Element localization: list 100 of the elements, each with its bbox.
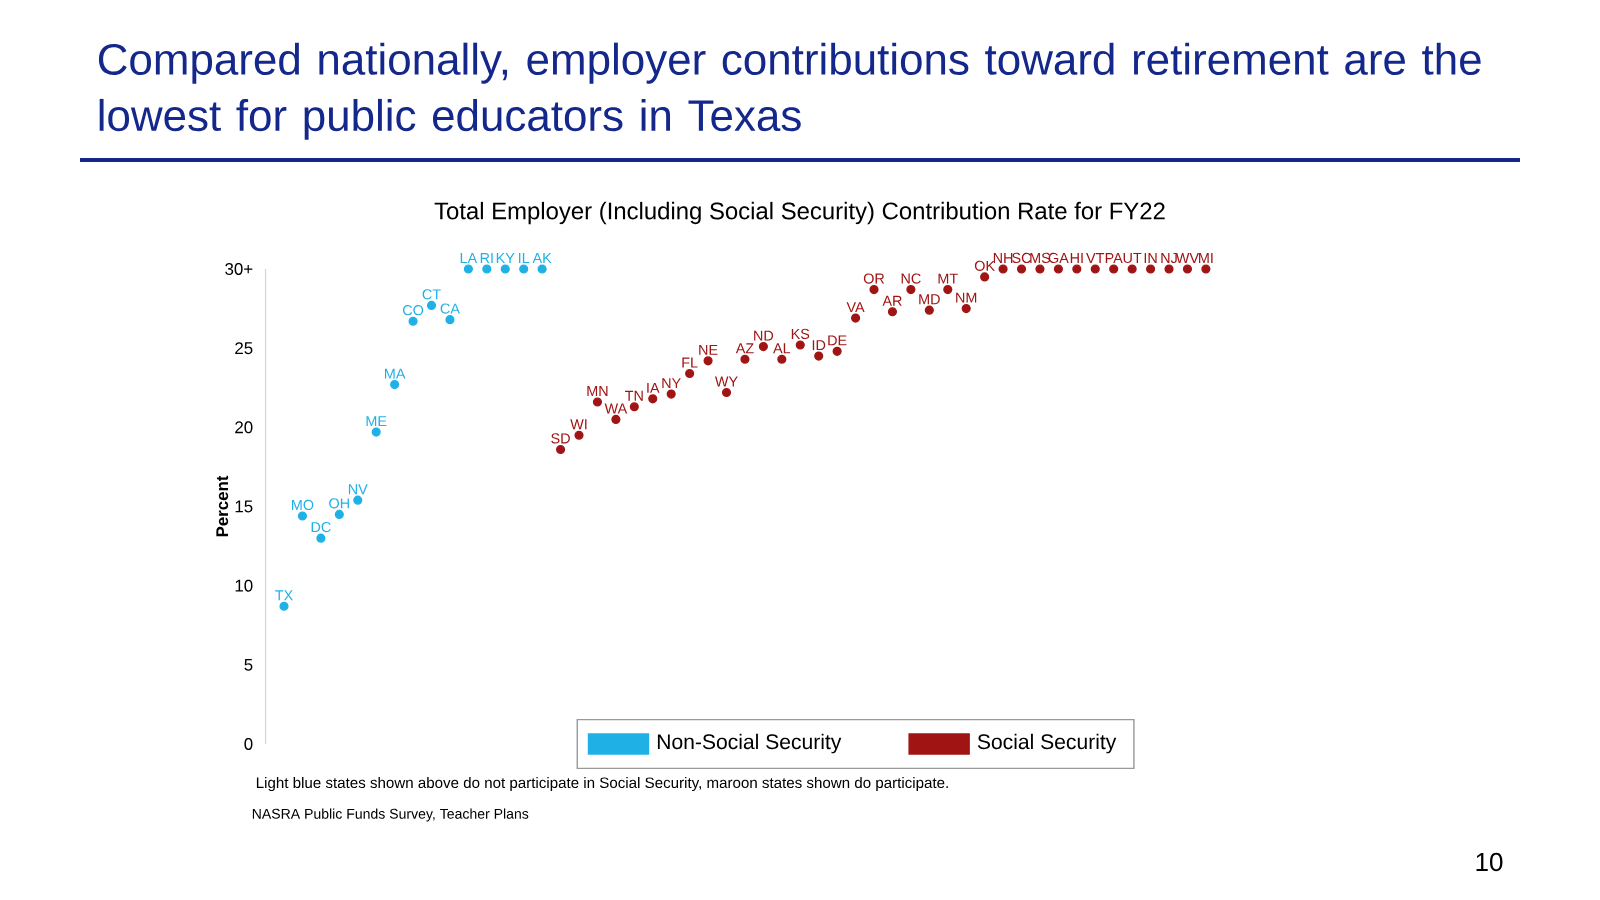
point (814, 351, 824, 361)
x-tick-label: CO (402, 305, 424, 316)
x-tick-label: MI (1199, 253, 1213, 264)
x-tick-label: NV (348, 484, 368, 495)
point (408, 316, 418, 326)
point (1035, 264, 1045, 274)
x-tick-label: LA (460, 253, 478, 264)
x-tick-label: TN (625, 390, 643, 401)
x-tick-label: NC (901, 273, 921, 284)
point (961, 304, 971, 314)
point (740, 354, 750, 364)
point (316, 533, 326, 543)
y-tick-label: 5 (244, 658, 253, 671)
x-tick-label: AR (882, 295, 902, 306)
x-tick-label: ND (754, 330, 774, 341)
x-tick-label: WY (714, 376, 738, 387)
x-tick-label: PA (1105, 253, 1123, 264)
x-tick-label: MO (292, 499, 314, 511)
point (592, 397, 603, 407)
point (703, 356, 713, 366)
legend-label: Non-Social Security (657, 733, 842, 754)
point (519, 264, 529, 274)
point (851, 313, 861, 323)
point (980, 272, 990, 282)
x-tick-label: MN (587, 386, 608, 397)
text: Light blue states shown above do not participate in Social Security, maroon states shown do participate. (256, 776, 948, 792)
y-tick-label: 20 (235, 421, 253, 434)
x-tick-label: AK (532, 253, 552, 264)
text: 10 (1476, 852, 1503, 872)
x-tick-label: CT (422, 289, 441, 300)
point (869, 285, 879, 295)
x-tick-label: DE (828, 335, 847, 346)
x-tick-label: IA (647, 382, 660, 393)
point (943, 285, 953, 295)
x-tick-label: OR (863, 273, 885, 284)
y-tick-label: 0 (244, 738, 253, 750)
x-tick-label: NJ (1161, 252, 1177, 264)
point (445, 315, 455, 325)
point (1109, 264, 1119, 274)
point (629, 402, 639, 412)
legend-label: Social Security (977, 733, 1117, 754)
x-tick-label: ME (366, 416, 387, 427)
point (906, 285, 916, 295)
x-tick-label: FL (682, 357, 698, 368)
point (611, 414, 621, 424)
point (556, 444, 566, 455)
point (334, 509, 344, 519)
point (777, 354, 787, 364)
x-tick-label: NY (662, 378, 681, 389)
x-tick-label: HI (1070, 253, 1083, 264)
x-tick-label: NH (993, 253, 1013, 264)
x-tick-label: RI (480, 253, 493, 264)
point (795, 340, 805, 350)
x-tick-label: DC (311, 522, 331, 533)
point (998, 264, 1008, 274)
point (574, 430, 584, 440)
point (924, 305, 934, 315)
point (1053, 264, 1063, 274)
x-tick-label: SC (1012, 252, 1031, 264)
point (648, 394, 658, 404)
chart-subtitle: Total Employer (Including Social Security) Contribution Rate for FY22 (434, 201, 1165, 225)
point (666, 389, 676, 399)
x-tick-label: NM (956, 292, 977, 303)
point (832, 346, 842, 356)
point (758, 342, 768, 352)
point (390, 380, 400, 390)
x-tick-label: GA (1048, 252, 1069, 264)
point (482, 264, 492, 274)
point (426, 300, 437, 310)
point (1072, 264, 1082, 274)
x-tick-label: MD (919, 294, 940, 305)
x-tick-label: KS (791, 328, 810, 340)
x-tick-label: UT (1123, 252, 1142, 264)
x-tick-label: WI (570, 419, 587, 430)
y-tick-label: 10 (235, 579, 253, 592)
x-tick-label: MT (938, 273, 958, 284)
point (685, 368, 695, 379)
x-tick-label: CA (440, 303, 460, 314)
point (1090, 264, 1100, 274)
point (500, 264, 510, 274)
x-tick-label: AZ (735, 343, 754, 354)
x-tick-label: TX (275, 590, 293, 601)
point (1201, 264, 1211, 274)
x-tick-label: SD (551, 433, 570, 444)
y-tick-label: 15 (235, 500, 253, 513)
point (463, 264, 473, 274)
y-tick-label: 30+ (225, 263, 253, 275)
x-tick-label: MS (1030, 252, 1051, 264)
x-tick-label: NE (699, 344, 718, 355)
x-tick-label: VA (846, 302, 865, 313)
point (1182, 264, 1193, 274)
x-tick-label: AL (773, 343, 791, 354)
x-tick-label: IN (1144, 253, 1157, 264)
point (1127, 264, 1137, 274)
point (371, 427, 381, 437)
point (721, 387, 732, 398)
text: NASRA Public Funds Survey, Teacher Plans (252, 808, 529, 822)
y-axis-title: Percent (216, 475, 229, 537)
point (1164, 264, 1174, 274)
y-tick-label: 25 (235, 342, 253, 355)
